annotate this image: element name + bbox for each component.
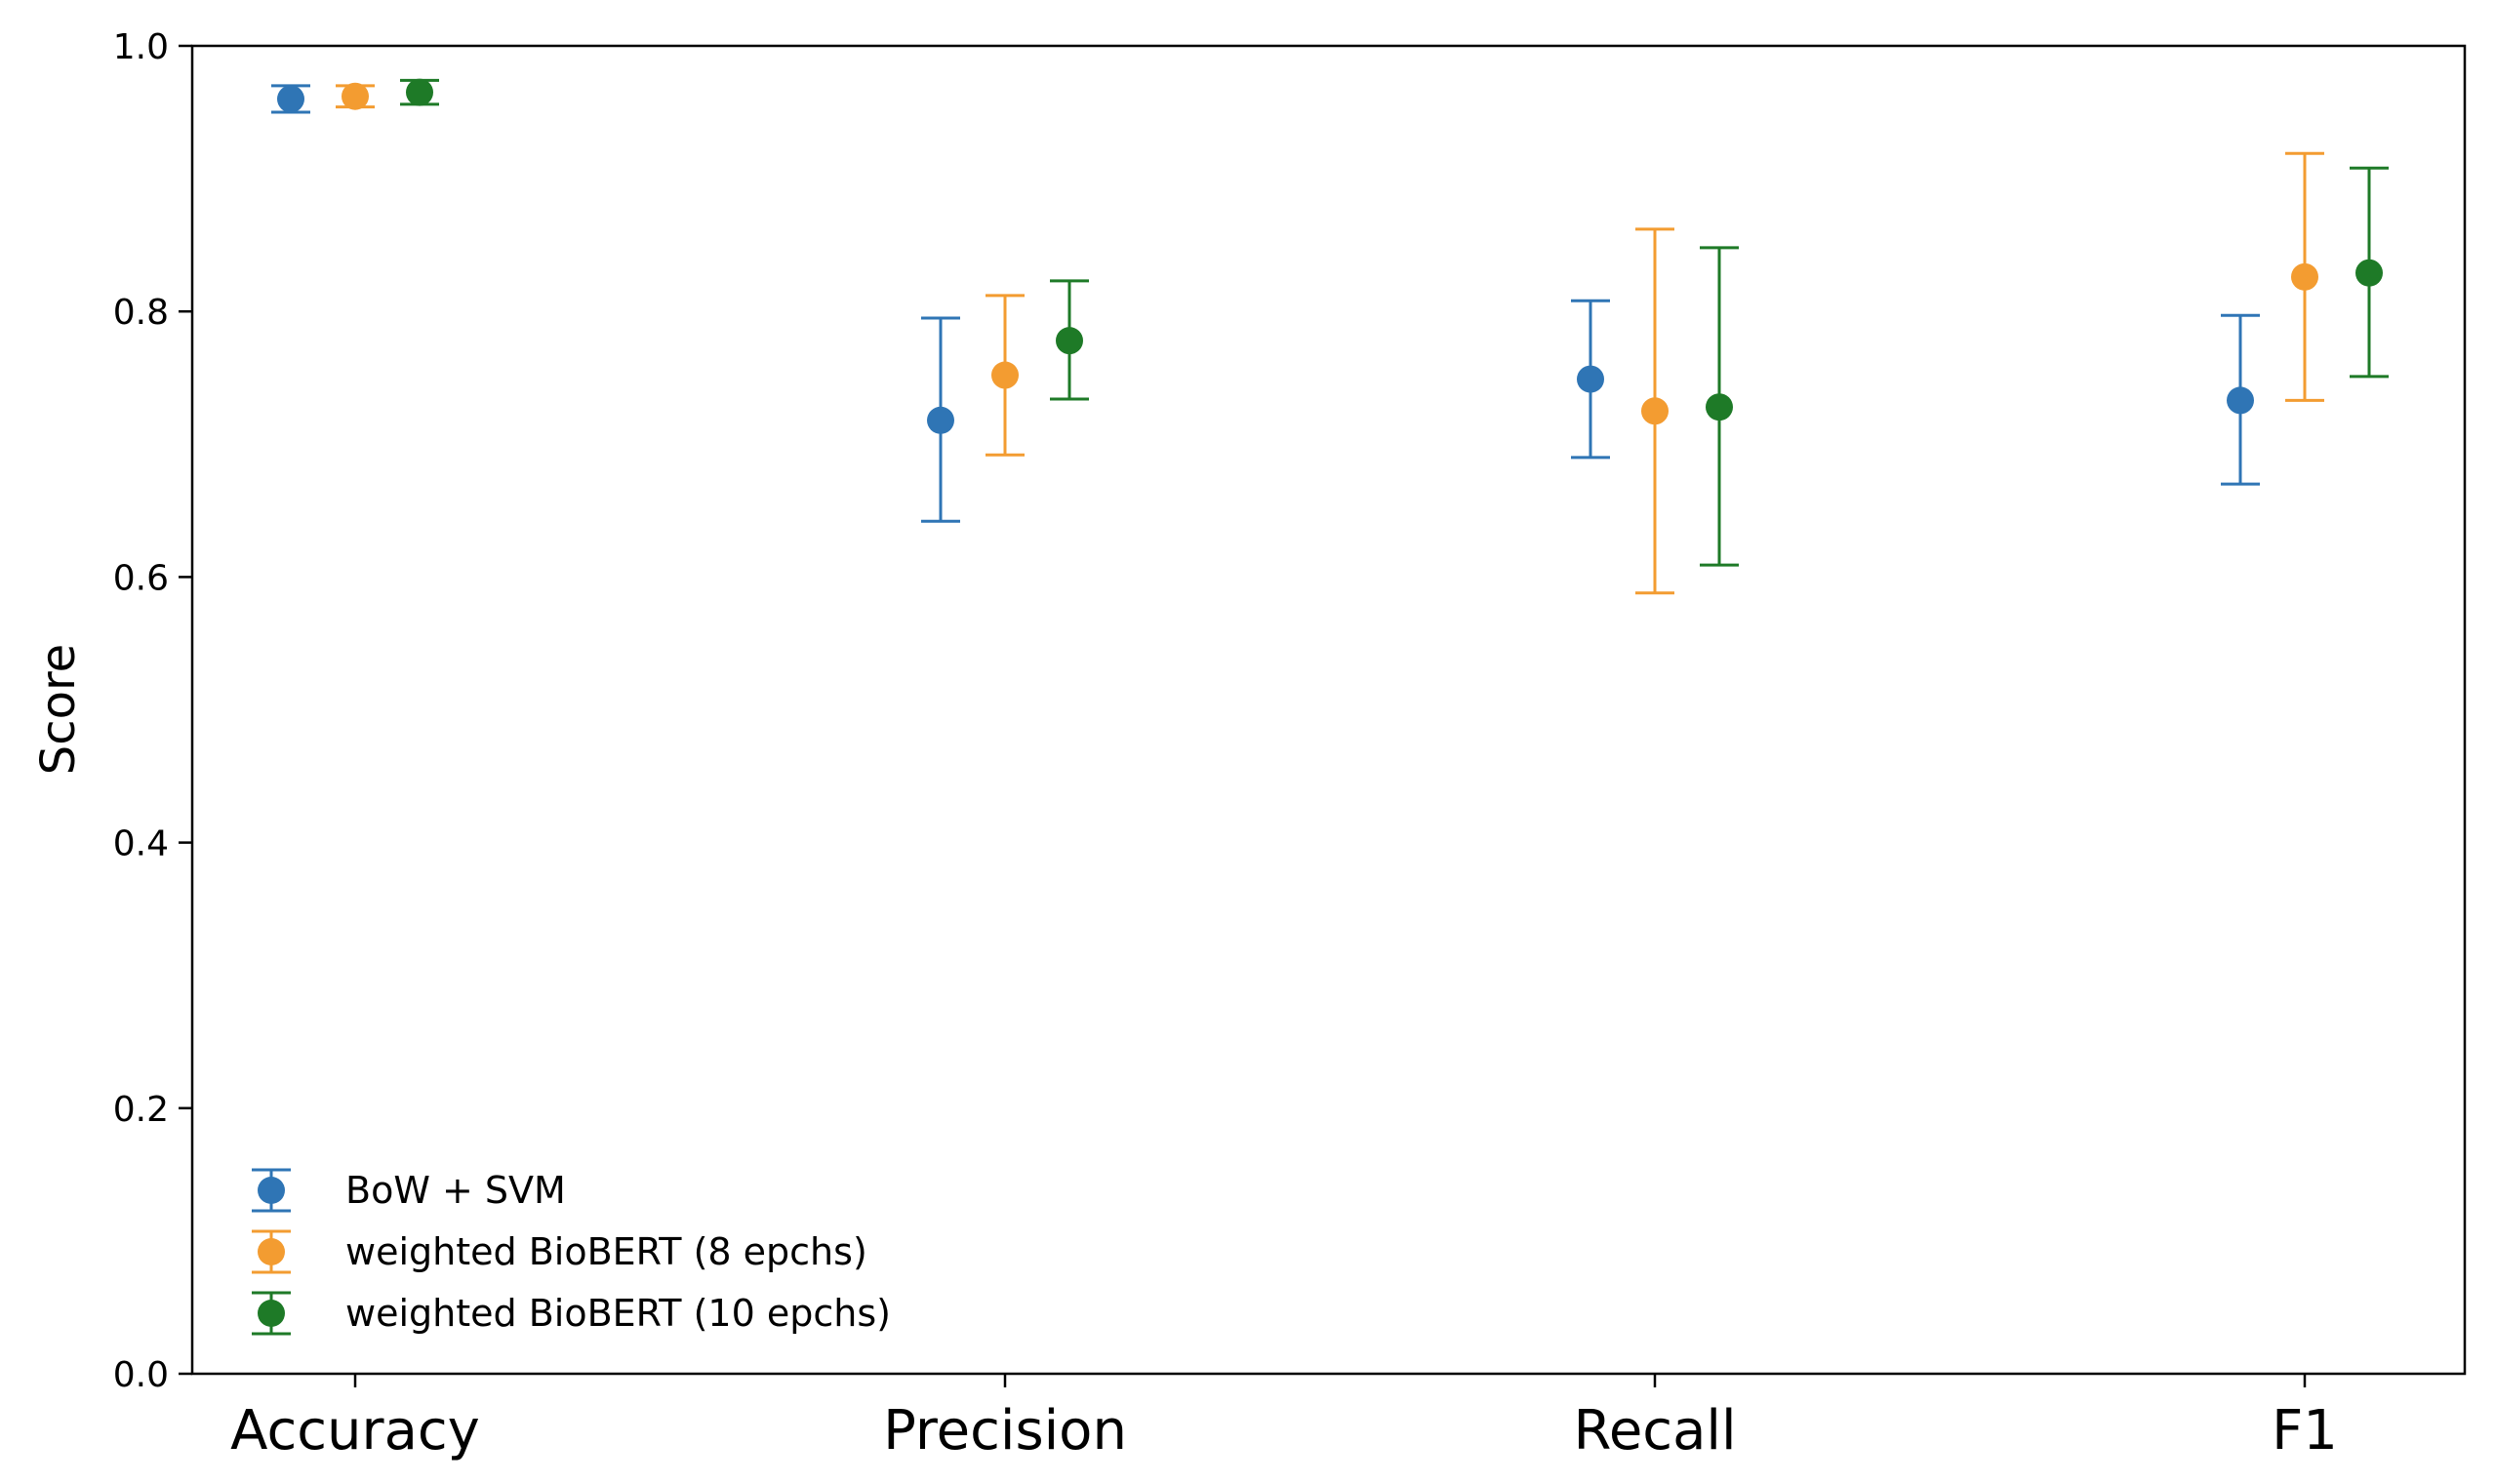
legend-entry: weighted BioBERT (8 epchs): [252, 1229, 867, 1274]
legend-label: weighted BioBERT (10 epchs): [345, 1292, 891, 1335]
x-tick-label: Recall: [1573, 1399, 1736, 1463]
series-2: [400, 78, 2389, 567]
legend-marker: [258, 1300, 285, 1327]
data-point: [991, 361, 1019, 389]
data-marks: [271, 78, 2389, 595]
data-point: [1056, 327, 1083, 355]
legend-label: BoW + SVM: [345, 1169, 566, 1212]
y-tick-label: 0.6: [113, 558, 169, 598]
y-axis-label: Score: [31, 644, 86, 775]
y-tick-label: 0.2: [113, 1090, 169, 1130]
series-1: [336, 82, 2324, 595]
x-tick-label: Precision: [883, 1399, 1127, 1463]
y-tick-label: 0.0: [113, 1355, 169, 1395]
data-point: [1706, 393, 1733, 421]
legend-entry: BoW + SVM: [252, 1168, 566, 1213]
data-point: [927, 406, 954, 434]
data-point: [406, 78, 433, 106]
legend-entry: weighted BioBERT (10 epchs): [252, 1291, 891, 1336]
data-point: [2291, 262, 2318, 291]
x-tick-label: F1: [2272, 1399, 2338, 1463]
data-point: [1641, 397, 1669, 425]
y-tick-label: 0.8: [113, 293, 169, 333]
x-tick-label: Accuracy: [230, 1399, 480, 1463]
data-point: [342, 82, 369, 110]
data-point: [2227, 386, 2254, 415]
plot-area: [190, 44, 2467, 1376]
legend: BoW + SVM weighted BioBERT (8 epchs) weigh…: [252, 1168, 891, 1336]
y-axis: 0.0 0.2 0.4 0.6 0.8 1.0: [113, 27, 192, 1395]
legend-marker: [258, 1238, 285, 1265]
y-tick-label: 0.4: [113, 824, 169, 864]
x-axis: Accuracy Precision Recall F1: [230, 1374, 2338, 1463]
data-point: [277, 85, 304, 113]
series-0: [271, 84, 2260, 523]
data-point: [1577, 365, 1604, 393]
legend-label: weighted BioBERT (8 epchs): [345, 1230, 867, 1273]
legend-marker: [258, 1177, 285, 1204]
y-tick-label: 1.0: [113, 27, 169, 67]
data-point: [2355, 259, 2383, 287]
